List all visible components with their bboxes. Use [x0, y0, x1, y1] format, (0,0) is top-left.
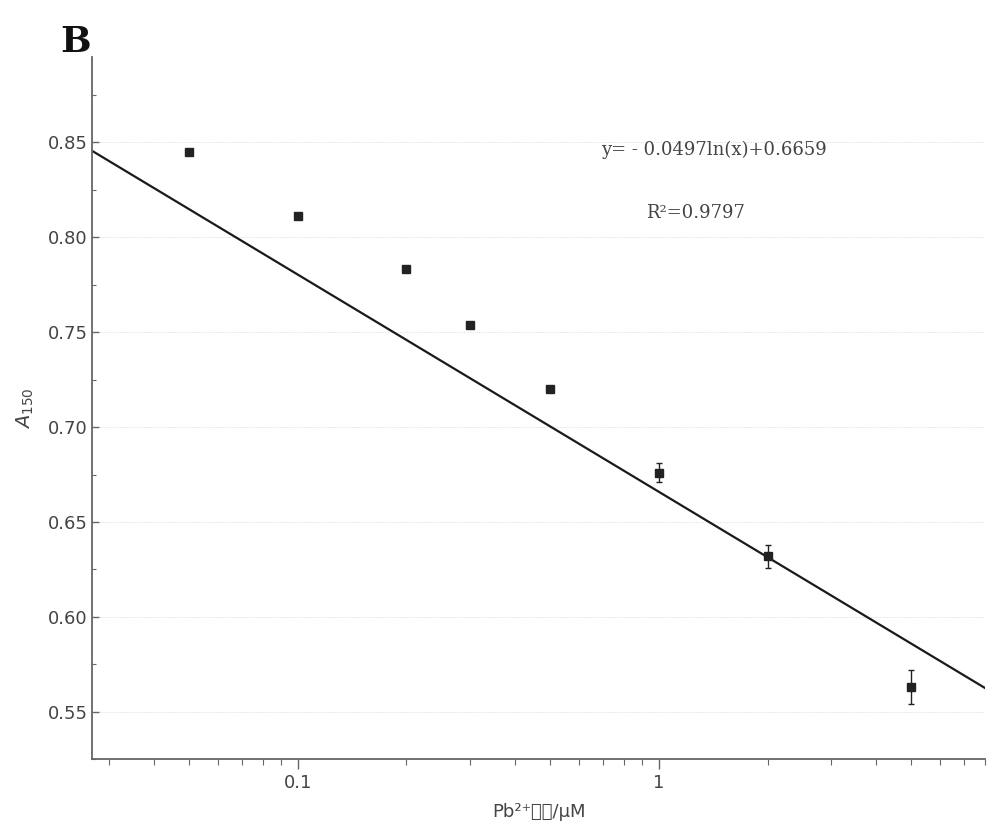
X-axis label: Pb²⁺浓度/μM: Pb²⁺浓度/μM	[492, 803, 585, 821]
Text: R²=0.9797: R²=0.9797	[646, 204, 745, 222]
Text: B: B	[60, 25, 91, 59]
Y-axis label: $A_{150}$: $A_{150}$	[15, 387, 36, 429]
Text: y= - 0.0497ln(x)+0.6659: y= - 0.0497ln(x)+0.6659	[601, 141, 827, 160]
